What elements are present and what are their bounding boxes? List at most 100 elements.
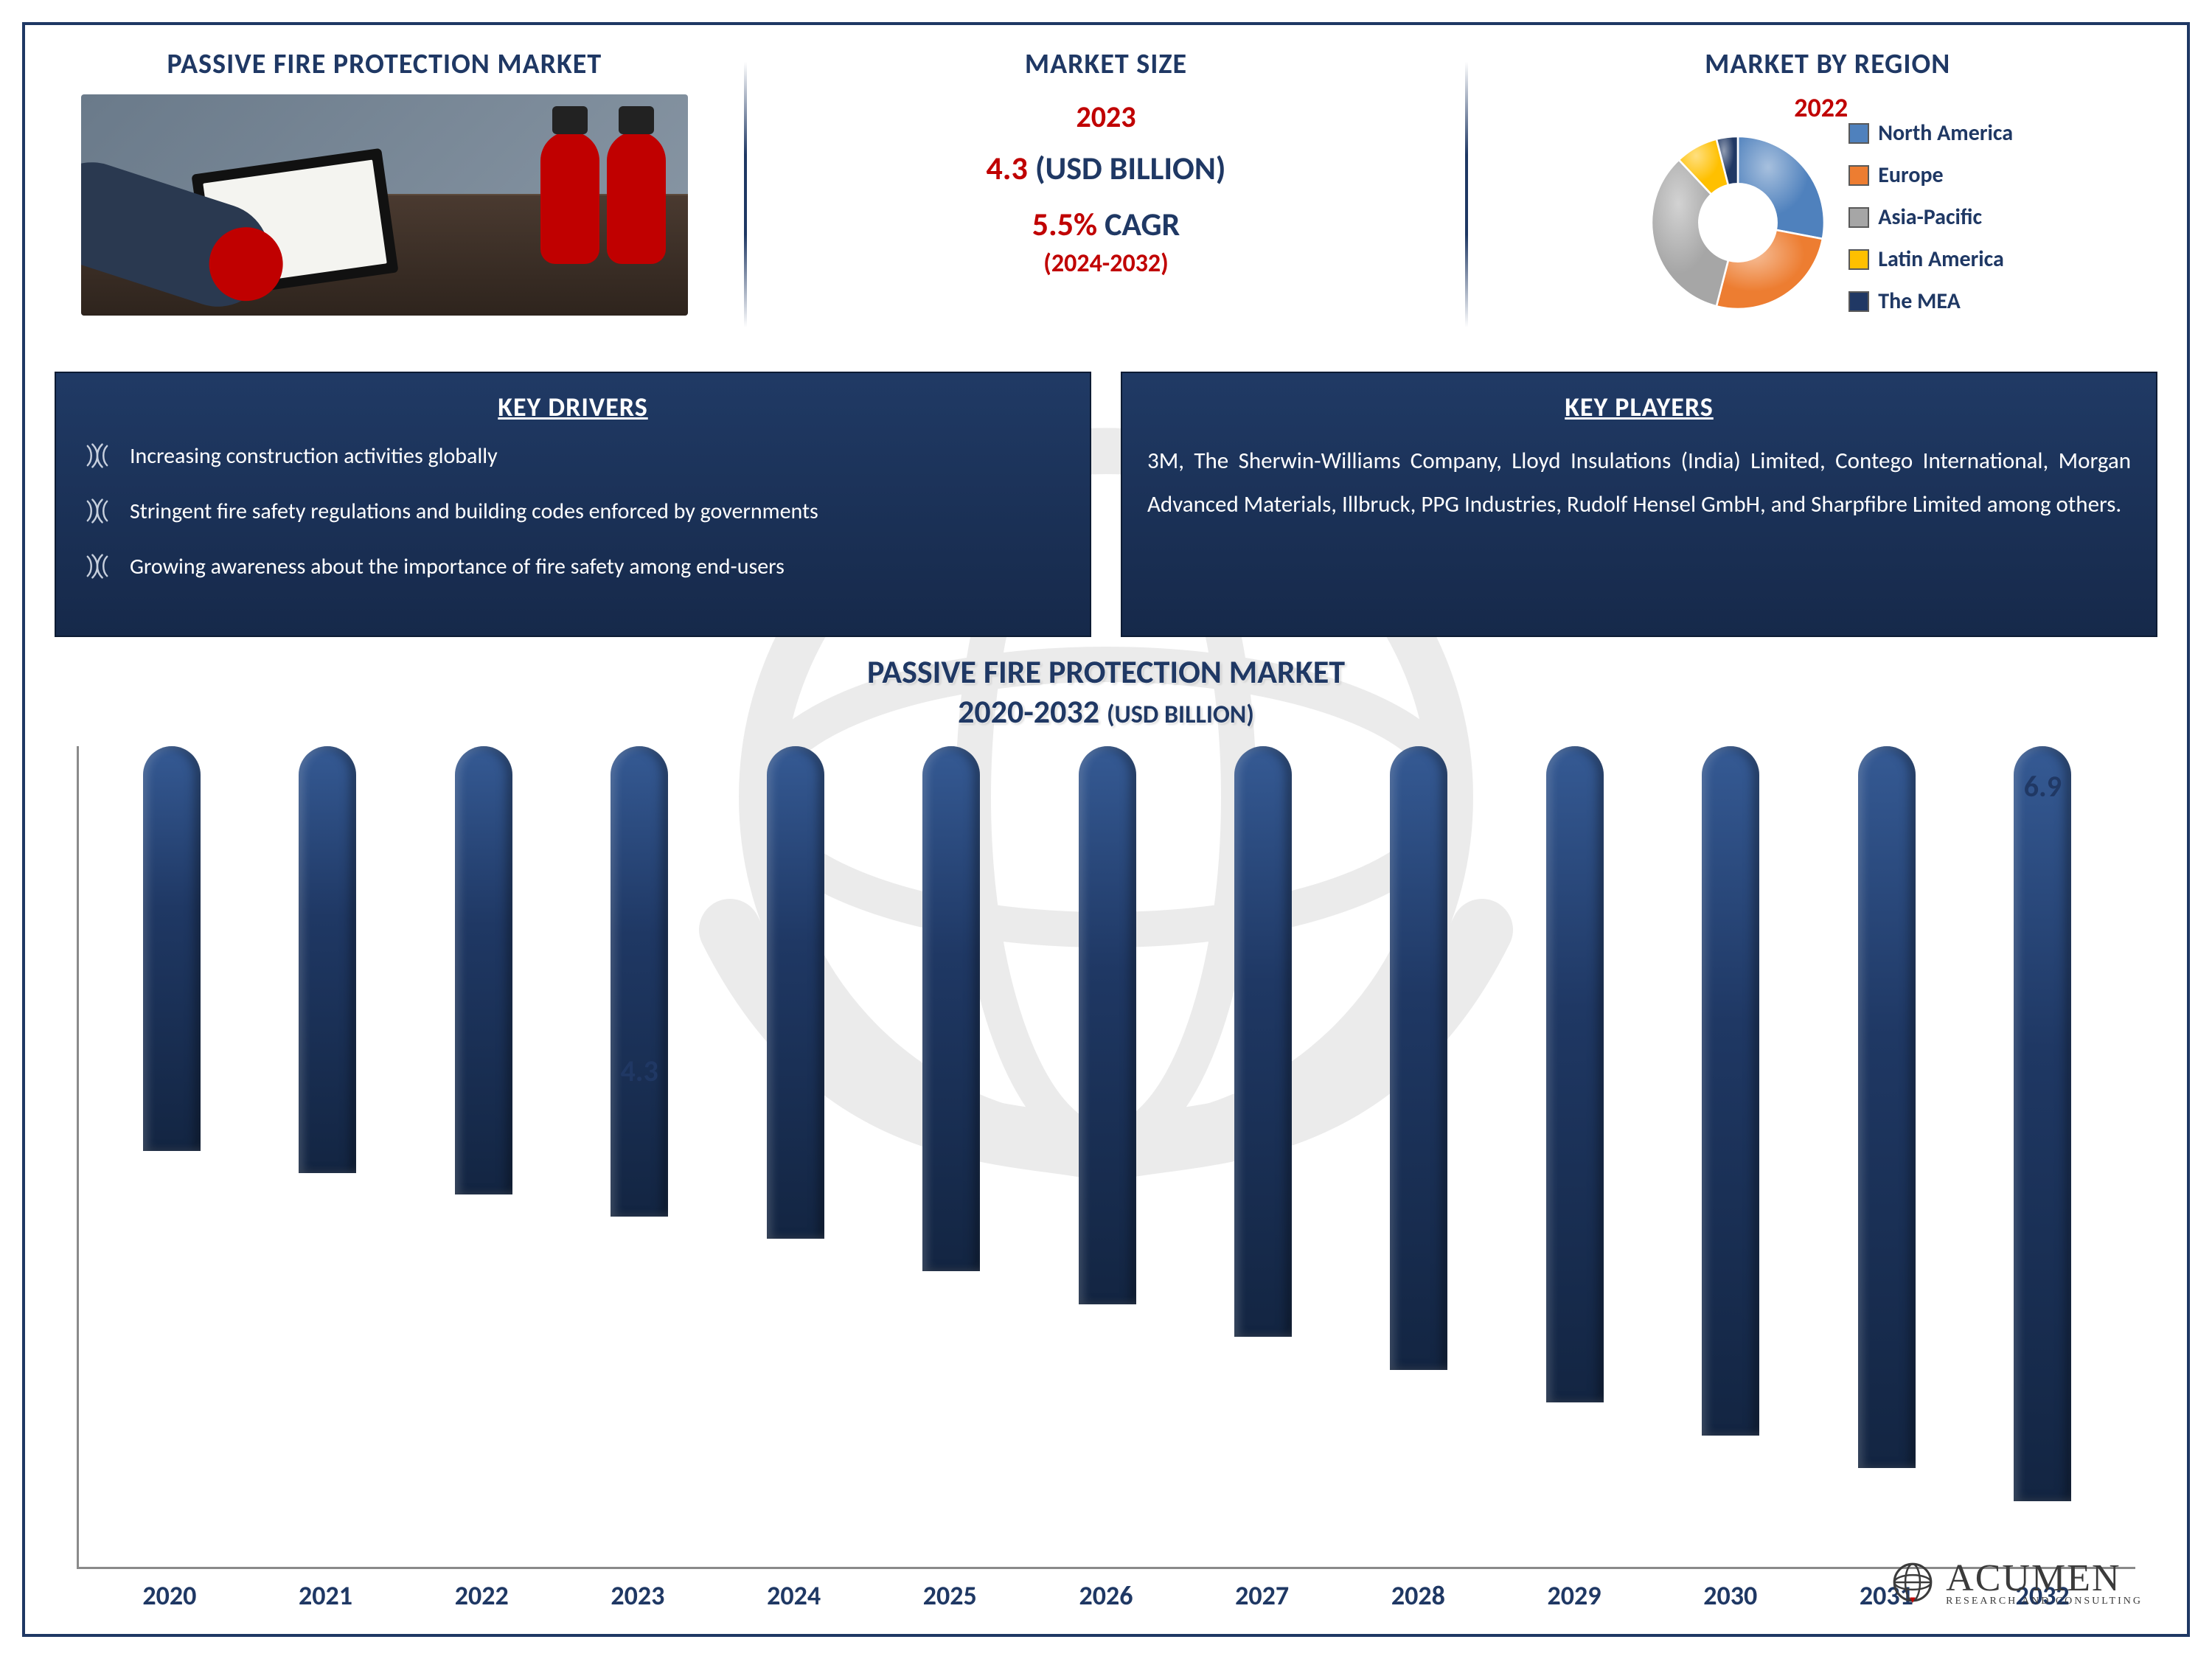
market-size-value: 4.3: [987, 148, 1028, 188]
bar-slot: [1809, 746, 1964, 1567]
x-axis-label: 2021: [248, 1579, 404, 1612]
region-year: 2022: [1794, 91, 1848, 124]
bar: [1702, 746, 1759, 1436]
bar-chart-title-range: 2020-2032: [958, 692, 1099, 731]
top-row: PASSIVE FIRE PROTECTION MARKET MARKET SI…: [55, 47, 2157, 357]
key-players-text: 3M, The Sherwin-Williams Company, Lloyd …: [1147, 439, 2131, 526]
bar-slot: [1653, 746, 1809, 1567]
bar-chart-plot: 4.3 6.9: [77, 746, 2135, 1569]
bar-slot: [1341, 746, 1497, 1567]
key-players-panel: KEY PLAYERS 3M, The Sherwin-Williams Com…: [1121, 372, 2157, 637]
bar: [767, 746, 824, 1239]
key-players-title: KEY PLAYERS: [1147, 391, 2131, 423]
bar-slot: [406, 746, 561, 1567]
title-left: PASSIVE FIRE PROTECTION MARKET: [167, 47, 602, 81]
x-axis-label: 2028: [1340, 1579, 1497, 1612]
bar: [2014, 746, 2071, 1501]
bar-chart-title-unit: (USD BILLION): [1107, 700, 1254, 730]
drivers-list: Increasing construction activities globa…: [81, 439, 1065, 592]
bar-slot: 4.3: [561, 746, 717, 1567]
panels-row: KEY DRIVERS Increasing construction acti…: [55, 372, 2157, 637]
cagr-value: 5.5%: [1032, 204, 1097, 244]
globe-icon: [1890, 1559, 1935, 1605]
legend-item: Latin America: [1848, 246, 2013, 273]
legend-swatch: [1848, 165, 1869, 186]
bar-slot: [1185, 746, 1340, 1567]
bar-slot: [94, 746, 249, 1567]
legend-swatch: [1848, 123, 1869, 144]
col-market-size: MARKET SIZE 2023 4.3 (USD BILLION) 5.5% …: [776, 47, 1436, 357]
vertical-divider: [744, 62, 747, 327]
market-size-year: 2023: [1076, 99, 1135, 135]
legend-item: Europe: [1848, 161, 2013, 189]
bar-slot: [873, 746, 1029, 1567]
bullet-icon: [81, 439, 114, 481]
bar-value-label: 6.9: [2024, 768, 2062, 804]
x-axis-label: 2029: [1496, 1579, 1652, 1612]
driver-item: Growing awareness about the importance o…: [81, 550, 1065, 592]
legend-item: Asia-Pacific: [1848, 204, 2013, 231]
bar-value-label: 4.3: [621, 1053, 658, 1089]
vertical-divider: [1465, 62, 1468, 327]
col-title-image: PASSIVE FIRE PROTECTION MARKET: [55, 47, 714, 357]
bar: [1079, 746, 1136, 1304]
cagr-label: CAGR: [1105, 204, 1180, 244]
bar: [299, 746, 356, 1173]
x-axis-label: 2026: [1028, 1579, 1184, 1612]
bullet-icon: [81, 495, 114, 537]
bar-chart-title-1: PASSIVE FIRE PROTECTION MARKET: [55, 652, 2157, 692]
key-drivers-panel: KEY DRIVERS Increasing construction acti…: [55, 372, 1091, 637]
region-legend: North America Europe Asia-Pacific Latin Ame…: [1848, 119, 2013, 319]
region-content: North America Europe Asia-Pacific Latin Ame…: [1498, 97, 2157, 319]
bar: [1390, 746, 1447, 1370]
bar-slot: [249, 746, 405, 1567]
logo-name: ACUMEN: [1946, 1557, 2143, 1600]
x-axis-label: 2023: [560, 1579, 716, 1612]
legend-swatch: [1848, 291, 1869, 312]
bar: [1546, 746, 1604, 1402]
title-mid: MARKET SIZE: [1025, 47, 1187, 81]
bar: [1858, 746, 1916, 1468]
legend-label: The MEA: [1878, 288, 1961, 315]
key-drivers-title: KEY DRIVERS: [81, 391, 1065, 423]
bar-chart-title-2: 2020-2032 (USD BILLION): [55, 692, 2157, 731]
legend-swatch: [1848, 207, 1869, 228]
market-size-unit: (USD BILLION): [1035, 148, 1226, 188]
legend-swatch: [1848, 249, 1869, 270]
bar-slot: [717, 746, 873, 1567]
legend-label: Asia-Pacific: [1878, 204, 1982, 231]
legend-label: Latin America: [1878, 246, 2004, 273]
bar: [922, 746, 980, 1271]
bar: [455, 746, 512, 1194]
bullet-icon: [81, 550, 114, 592]
title-right: MARKET BY REGION: [1705, 47, 1950, 81]
legend-item: The MEA: [1848, 288, 2013, 315]
cagr-row: 5.5% CAGR: [1032, 204, 1180, 244]
bar: [1234, 746, 1292, 1337]
infographic-frame: PASSIVE FIRE PROTECTION MARKET MARKET SI…: [22, 22, 2190, 1637]
x-axis-label: 2025: [872, 1579, 1028, 1612]
bar-slot: [1029, 746, 1185, 1567]
x-axis-label: 2022: [403, 1579, 560, 1612]
bar: [611, 746, 668, 1217]
x-axis-label: 2030: [1652, 1579, 1809, 1612]
bar-chart-x-axis: 2020202120222023202420252026202720282029…: [77, 1579, 2135, 1612]
driver-text: Stringent fire safety regulations and bu…: [130, 495, 818, 528]
brand-logo: ACUMEN RESEARCH AND CONSULTING: [1890, 1557, 2143, 1607]
x-axis-label: 2020: [91, 1579, 248, 1612]
x-axis-label: 2024: [716, 1579, 872, 1612]
logo-tagline: RESEARCH AND CONSULTING: [1946, 1596, 2143, 1607]
bar-slot: [1497, 746, 1652, 1567]
legend-label: Europe: [1878, 161, 1943, 189]
bar-chart-section: PASSIVE FIRE PROTECTION MARKET 2020-2032…: [55, 652, 2157, 1612]
bar-slot: 6.9: [1965, 746, 2121, 1567]
driver-item: Stringent fire safety regulations and bu…: [81, 495, 1065, 537]
cagr-period: (2024-2032): [1043, 248, 1168, 279]
legend-item: North America: [1848, 119, 2013, 147]
market-size-value-row: 4.3 (USD BILLION): [987, 148, 1226, 188]
legend-label: North America: [1878, 119, 2013, 147]
hero-image: [81, 94, 688, 316]
driver-text: Increasing construction activities globa…: [130, 439, 498, 473]
driver-item: Increasing construction activities globa…: [81, 439, 1065, 481]
col-region: MARKET BY REGION 2022 North America Europ…: [1498, 47, 2157, 357]
